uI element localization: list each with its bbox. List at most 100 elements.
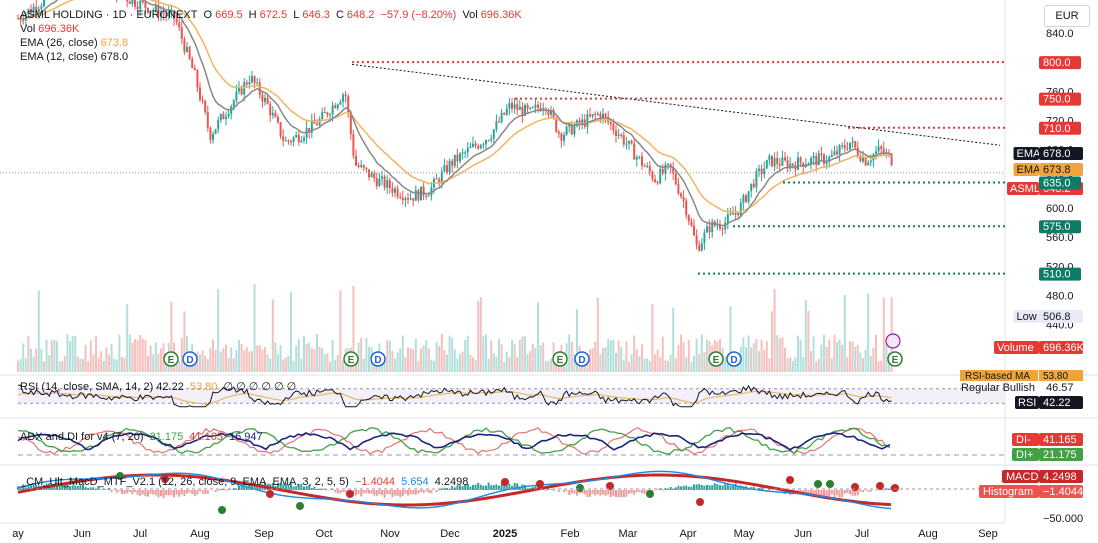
macd-histogram-bar — [303, 486, 305, 490]
candle-body — [862, 157, 864, 162]
macd-histogram-bar — [641, 490, 643, 494]
macd-histogram-bar — [279, 482, 282, 490]
macd-cross-dot — [851, 483, 859, 491]
candle-body — [602, 113, 604, 119]
volume-bar — [706, 339, 708, 372]
volume-bar — [287, 355, 290, 372]
volume-bar — [279, 345, 282, 372]
macd-histogram-bar — [544, 490, 547, 491]
ema26-legend-value: 673.8 — [100, 37, 129, 49]
candle-body — [771, 155, 773, 167]
volume-bar — [784, 347, 786, 372]
macd-histogram-bar — [131, 490, 134, 495]
volume-bar — [318, 347, 321, 372]
price-tag-name: EMA — [1017, 148, 1042, 160]
symbol-name[interactable]: ASML HOLDING · 1D · EURONEXT — [20, 9, 198, 21]
volume-bar — [849, 341, 851, 372]
volume-bar — [875, 334, 877, 372]
candle-body — [412, 198, 415, 201]
macd-histogram-bar — [157, 490, 160, 498]
macd-histogram-bar — [92, 487, 95, 490]
macd-cross-dot — [814, 480, 822, 488]
volume-bar — [591, 348, 594, 372]
volume-bar — [687, 339, 690, 372]
volume-bar — [599, 353, 602, 372]
candle-body — [326, 112, 329, 116]
candle-body — [609, 122, 612, 125]
volume-bar — [638, 356, 641, 372]
candle-body — [141, 0, 144, 3]
volume-bar — [612, 339, 615, 372]
volume-bar — [586, 357, 589, 372]
candle-body — [352, 134, 355, 156]
candle-body — [726, 214, 729, 223]
ema26-legend-label[interactable]: EMA (26, close) — [20, 37, 98, 49]
candle-body — [672, 167, 675, 174]
macd-histogram-bar — [217, 490, 220, 491]
volume-bar — [508, 357, 511, 372]
macd-legend-label[interactable]: _CM_Ult_MacD_MTF_V2.1 (12, 26, close, 9,… — [20, 476, 349, 488]
macd-histogram-bar — [17, 486, 19, 490]
candle-body — [248, 82, 251, 85]
candle-body — [347, 96, 350, 113]
macd-histogram-bar — [422, 490, 425, 494]
macd-histogram-bar — [365, 490, 368, 494]
macd-histogram-bar — [97, 486, 100, 490]
volume-bar — [768, 358, 771, 372]
candle-body — [568, 123, 571, 127]
candles-group — [17, 0, 893, 252]
macd-histogram-bar — [737, 486, 740, 490]
volume-bar — [438, 346, 441, 372]
candle-body — [399, 196, 402, 198]
ema12-legend-label[interactable]: EMA (12, close) — [20, 51, 98, 63]
vol-legend-label[interactable]: Vol — [20, 23, 36, 35]
macd-histogram-bar — [726, 483, 729, 490]
candle-body — [193, 68, 196, 71]
volume-bar — [409, 348, 412, 372]
volume-bar — [399, 348, 402, 372]
volume-bar — [765, 341, 768, 372]
macd-histogram-bar — [76, 485, 79, 490]
macd-histogram-bar — [79, 484, 82, 490]
volume-bar — [882, 297, 885, 372]
volume-bar — [113, 358, 116, 372]
candle-body — [357, 165, 360, 167]
candle-body — [700, 243, 703, 251]
volume-bar — [269, 358, 272, 372]
volume-bar — [490, 340, 493, 372]
adx-legend-v1: 21.175 — [149, 431, 184, 443]
macd-histogram-bar — [700, 484, 703, 490]
candle-body — [217, 119, 220, 130]
macd-histogram-bar — [139, 490, 142, 496]
candle-body — [503, 112, 506, 115]
volume-bar — [256, 345, 259, 372]
candle-body — [22, 19, 25, 21]
macd-histogram-bar — [399, 490, 402, 498]
macd-histogram-bar — [661, 490, 664, 491]
macd-histogram-bar — [414, 490, 417, 495]
candle-body — [139, 0, 142, 10]
macd-histogram-bar — [305, 485, 308, 490]
candle-body — [212, 133, 214, 140]
candle-body — [555, 117, 558, 132]
volume-bar — [214, 349, 217, 372]
rsi-legend-label[interactable]: RSI (14, close, SMA, 14, 2) — [20, 381, 154, 393]
macd-histogram-bar — [825, 490, 828, 497]
macd-histogram-bar — [804, 490, 807, 494]
candle-body — [323, 112, 326, 114]
macd-histogram-bar — [565, 490, 568, 492]
volume-bar — [352, 285, 355, 372]
macd-histogram-bar — [121, 490, 123, 494]
adx-legend-label[interactable]: ADX and DI for v4 (7, 20) — [20, 431, 144, 443]
volume-bar — [518, 339, 521, 372]
currency-button[interactable]: EUR — [1044, 5, 1090, 27]
price-tag-value: 673.8 — [1043, 164, 1071, 176]
candle-body — [219, 114, 222, 120]
volume-bar — [453, 349, 456, 372]
candle-body — [591, 113, 594, 117]
volume-bar — [495, 356, 498, 372]
macd-histogram-bar — [310, 488, 313, 490]
volume-bar — [365, 337, 368, 372]
candle-body — [856, 147, 859, 157]
